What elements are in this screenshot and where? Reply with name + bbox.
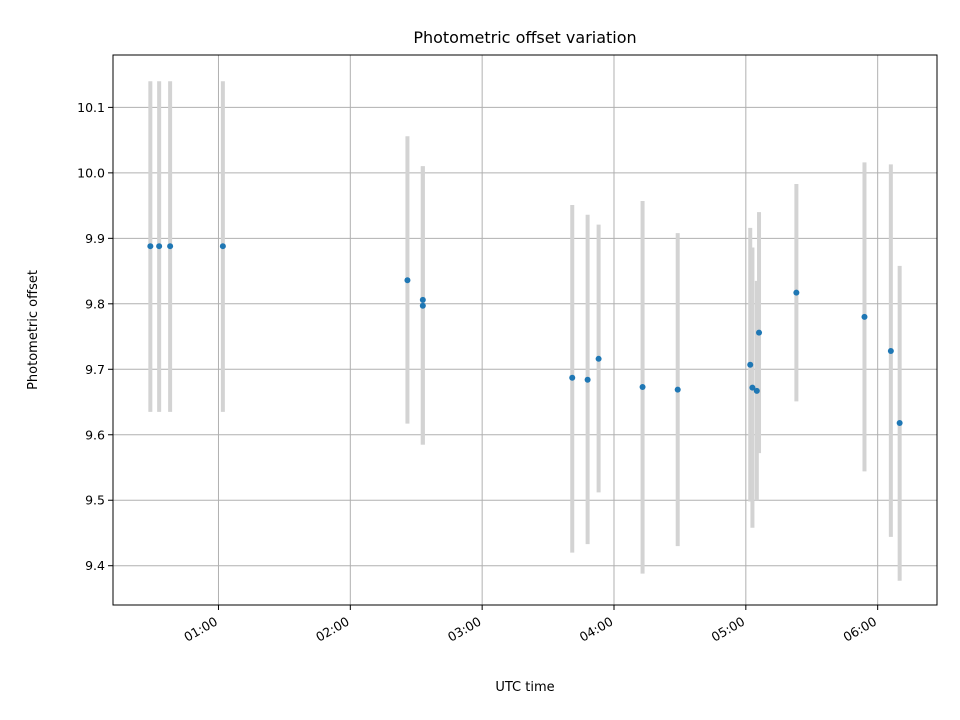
data-point [167,243,174,250]
data-point [861,313,868,320]
data-point [147,243,154,250]
data-point [793,289,800,296]
grid-lines [113,55,937,605]
data-point [674,386,681,393]
data-point [887,347,894,354]
data-point [584,376,591,383]
data-point [404,277,411,284]
data-points [147,243,903,426]
plot-frame [112,54,938,606]
data-point [896,419,903,426]
data-point [419,302,426,309]
y-axis-label: Photometric offset [26,270,41,390]
data-point [569,374,576,381]
data-point [756,329,763,336]
x-axis-label: UTC time [495,680,554,695]
data-point [595,355,602,362]
data-point [753,387,760,394]
y-tick-label: 9.9 [85,231,105,246]
y-tick-label: 9.4 [85,558,105,573]
chart-title: Photometric offset variation [413,28,636,47]
data-point [639,383,646,390]
data-point [419,296,426,303]
data-point [219,243,226,250]
data-point [749,384,756,391]
data-point [156,243,163,250]
y-tick-label: 9.8 [85,296,105,311]
y-tick-label: 10.0 [77,165,105,180]
y-tick-label: 9.6 [85,427,105,442]
y-tick-label: 9.5 [85,493,105,508]
y-tick-label: 9.7 [85,362,105,377]
y-tick-label: 10.1 [77,100,105,115]
data-point [747,361,754,368]
y-axis-ticks: 9.4 9.5 9.6 9.7 9.8 9.9 10.0 10.1 [77,100,113,573]
